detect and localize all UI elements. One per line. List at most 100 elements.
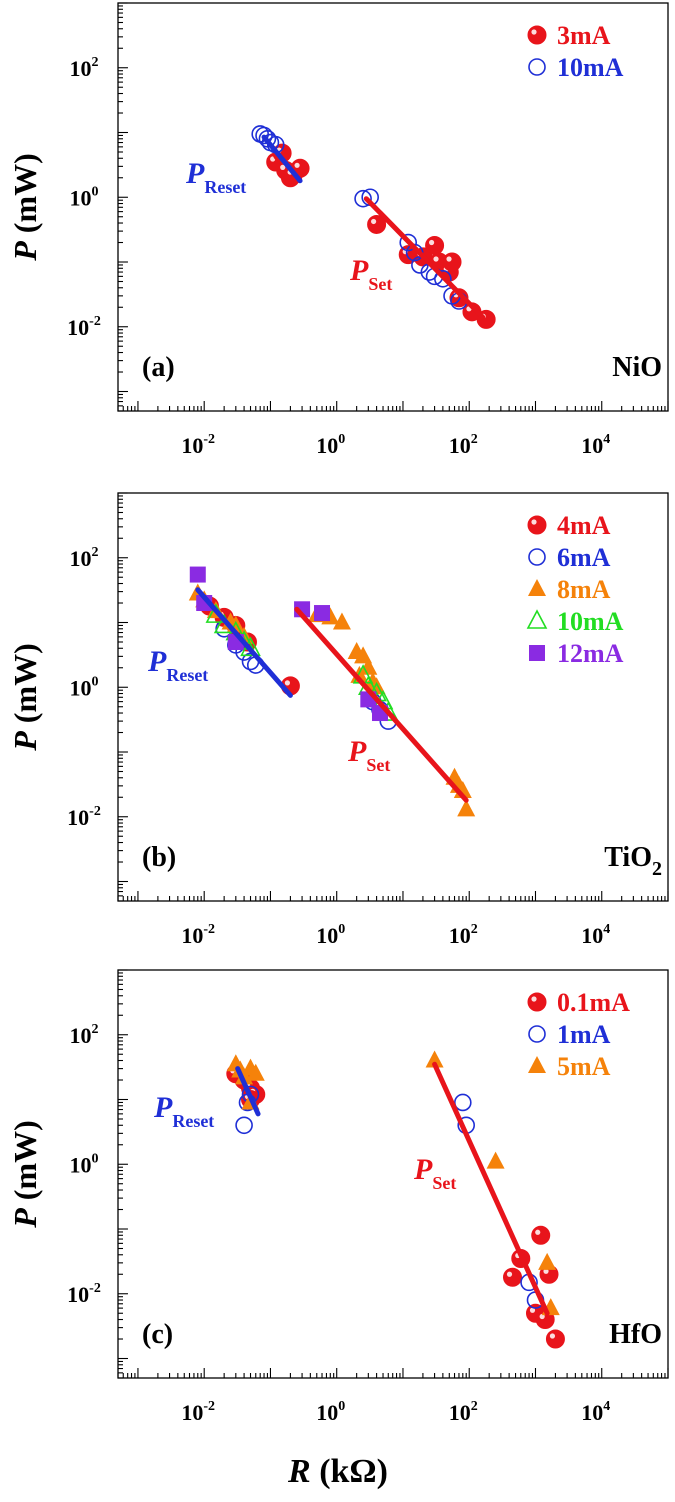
data-point: [235, 1116, 253, 1135]
data-point: [354, 646, 373, 664]
x-tick-base: 10: [581, 433, 603, 458]
y-tick-label: 10-2: [67, 314, 101, 340]
fit-line-reset: [235, 1066, 261, 1117]
data-point-highlight: [535, 1229, 541, 1235]
series-8mA: [188, 583, 476, 817]
fit-line-set: [294, 606, 469, 803]
y-axis-label-var: P: [7, 1208, 43, 1229]
legend-label: 10mA: [557, 607, 624, 636]
data-point: [354, 189, 372, 208]
y-tick-base: 10: [70, 1023, 92, 1048]
x-tick-exp: 4: [603, 432, 610, 447]
fit-label-sub: Set: [366, 755, 390, 775]
y-axis-label: P (mW): [7, 643, 43, 752]
x-tick-base: 10: [449, 1400, 471, 1425]
y-tick-exp: 2: [92, 55, 99, 70]
data-point: [367, 677, 386, 695]
data-point: [434, 270, 452, 288]
data-point-highlight: [433, 256, 439, 262]
legend-marker-highlight: [531, 29, 537, 35]
y-tick-exp: 0: [92, 1151, 99, 1166]
x-tick-label: 104: [581, 922, 610, 948]
fit-label-var: P: [185, 157, 205, 190]
y-tick-label: 100: [70, 1151, 99, 1177]
data-point-highlight: [280, 164, 286, 170]
x-tick-label: 10-2: [181, 922, 215, 948]
y-tick-label: 102: [70, 545, 99, 571]
legend-marker-highlight: [531, 996, 537, 1002]
data-point-highlight: [294, 162, 300, 168]
legend-marker: [528, 548, 546, 566]
fit-label-var: P: [349, 254, 369, 287]
x-tick-exp: -2: [203, 1399, 215, 1414]
x-tick-label: 100: [316, 1399, 345, 1425]
y-tick-base: 10: [70, 185, 92, 210]
data-point: [399, 233, 418, 252]
x-tick-exp: 0: [338, 432, 345, 447]
x-tick-base: 10: [581, 1400, 603, 1425]
x-tick-base: 10: [581, 923, 603, 948]
data-point-highlight: [506, 1271, 513, 1277]
y-tick-exp: -2: [89, 314, 101, 329]
x-tick-label: 100: [316, 432, 345, 458]
x-tick-base: 10: [181, 923, 203, 948]
y-tick-exp: 2: [92, 1022, 99, 1037]
data-point: [246, 1063, 265, 1081]
fit-line-set: [432, 1061, 550, 1316]
fit-label-set: PSet: [349, 254, 392, 294]
y-tick-exp: 2: [92, 545, 99, 560]
y-tick-label: 10-2: [67, 804, 101, 830]
data-point: [359, 657, 378, 675]
data-point: [332, 612, 351, 630]
x-tick-label: 100: [316, 922, 345, 948]
y-tick-exp: -2: [89, 804, 101, 819]
data-point-highlight: [371, 218, 377, 225]
x-tick-label: 104: [581, 432, 610, 458]
data-point-highlight: [529, 1307, 536, 1313]
y-tick-exp: 0: [92, 184, 99, 199]
data-point-highlight: [428, 239, 435, 246]
material-label: HfO: [609, 1319, 662, 1350]
legend-label: 4mA: [557, 511, 611, 540]
fit-label-sub: Set: [432, 1173, 456, 1193]
panel-label: (b): [142, 842, 176, 873]
x-tick-exp: -2: [203, 432, 215, 447]
legend-label: 8mA: [557, 575, 611, 604]
x-tick-base: 10: [181, 433, 203, 458]
fit-label-set: PSet: [413, 1153, 456, 1193]
legend-marker: [528, 579, 546, 596]
legend-marker-highlight: [531, 519, 537, 525]
fit-line-reset: [195, 587, 293, 698]
legend-marker: [527, 25, 547, 45]
series-3mA: [266, 143, 496, 329]
legend-label: 6mA: [557, 543, 611, 572]
legend-label: 5mA: [557, 1052, 611, 1081]
legend-marker: [526, 609, 548, 629]
x-tick-exp: 0: [338, 922, 345, 937]
y-tick-label: 102: [70, 1022, 99, 1048]
legend-label: 10mA: [557, 53, 624, 82]
x-tick-base: 10: [449, 433, 471, 458]
x-tick-label: 102: [449, 922, 478, 948]
x-tick-label: 102: [449, 432, 478, 458]
data-point-highlight: [539, 1313, 545, 1320]
y-tick-base: 10: [70, 546, 92, 571]
material-label: TiO2: [604, 842, 662, 880]
x-tick-exp: 0: [338, 1399, 345, 1414]
x-tick-exp: 2: [471, 1399, 478, 1414]
fit-label-reset: PReset: [147, 645, 208, 685]
y-tick-base: 10: [70, 56, 92, 81]
data-point: [486, 1151, 505, 1169]
x-tick-base: 10: [316, 923, 338, 948]
fit-label-var: P: [413, 1153, 433, 1186]
data-point: [538, 1252, 557, 1270]
panel-label: (a): [142, 352, 175, 383]
y-axis-label-var: P: [7, 731, 43, 752]
y-axis-label-unit: (mW): [7, 1120, 43, 1208]
legend-label: 12mA: [557, 639, 624, 668]
data-point-highlight: [446, 256, 452, 262]
fit-line-reset: [261, 134, 303, 184]
